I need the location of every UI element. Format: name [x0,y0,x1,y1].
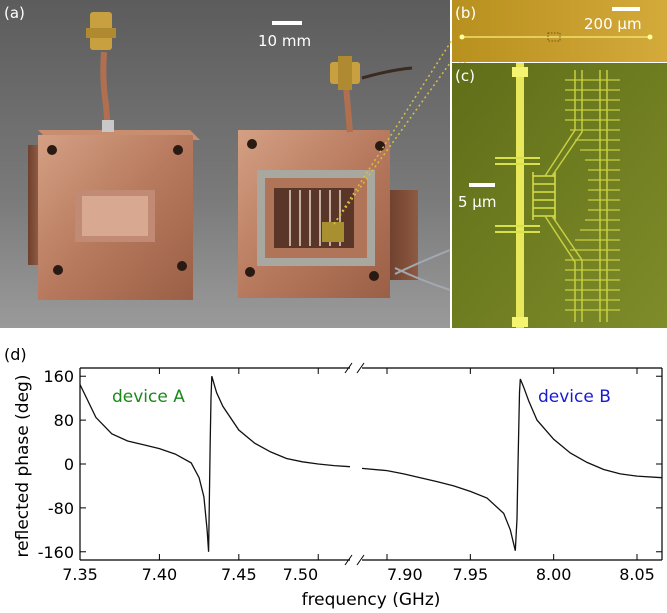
y-tick-label: 0 [64,455,74,474]
panel-a-photo: 10 mm (a) [0,0,554,328]
x-tick-label: 7.35 [62,565,98,584]
panel-b-chip: 200 μm (b) [452,0,667,62]
x-tick-label: 7.40 [142,565,178,584]
x-axis-label: frequency (GHz) [302,590,441,610]
right-cavity [238,56,451,298]
scale-bar-10mm [272,21,302,25]
device-a-annotation: device A [112,387,185,407]
axis-break-top-1 [356,362,365,374]
device-b-annotation: device B [538,387,611,407]
x-tick-label: 8.00 [536,565,572,584]
axis-break-bottom-0 [344,554,353,566]
zoom-line-2 [333,39,453,225]
y-tick-label: -80 [48,499,74,518]
phase-trace-device-b [361,378,663,551]
x-tick-label: 7.50 [283,565,319,584]
panel-d-label: (d) [4,345,27,364]
panel-c-label: (c) [455,67,475,85]
scale-bar-200um [612,7,640,11]
axis-break-bottom-1 [356,554,365,566]
y-tick-label: -160 [38,543,74,562]
x-tick-label: 8.05 [619,565,655,584]
left-cavity [28,12,200,300]
scale-bar-200um-label: 200 μm [584,15,642,33]
x-tick-label: 7.45 [221,565,257,584]
y-tick-label: 160 [43,367,74,386]
scale-bar-5um [469,183,495,187]
panel-a-label: (a) [4,4,25,22]
panel-b-label: (b) [455,4,476,22]
plot-area: 160 80 0 -80 -160 7.35 7.40 7.45 7.50 7.90 7.95 8.0… [38,362,663,584]
x-tick-label: 7.90 [387,565,423,584]
scale-bar-5um-label: 5 μm [458,193,496,211]
x-tick-label: 7.95 [453,565,489,584]
panel-c-micrograph: 5 μm (c) [452,63,667,328]
scale-bar-10mm-label: 10 mm [258,32,311,50]
y-axis-label: reflected phase (deg) [13,375,33,558]
y-tick-label: 80 [54,411,74,430]
panel-d-chart: (d) reflected phase (deg) frequency (GHz… [4,345,663,610]
zoom-line-1 [333,62,451,225]
axis-break-top-0 [344,362,353,374]
phase-trace-device-a [79,376,351,552]
